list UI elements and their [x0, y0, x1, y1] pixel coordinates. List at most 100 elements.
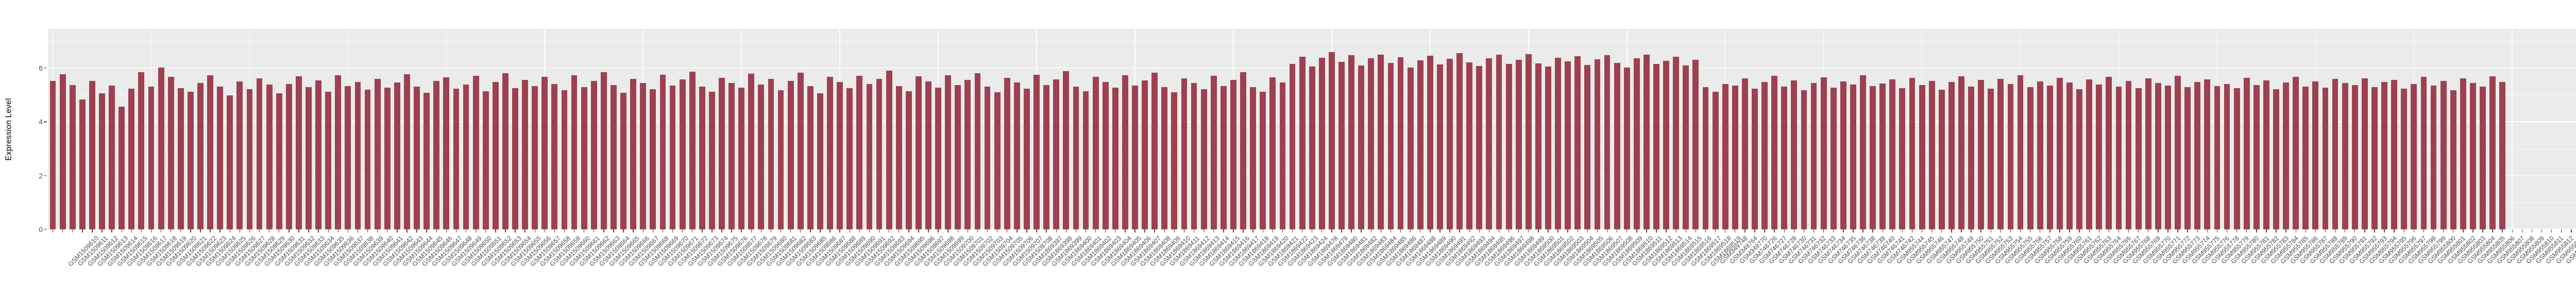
bar[interactable]: [158, 68, 164, 229]
bar[interactable]: [2450, 90, 2456, 229]
bar[interactable]: [1024, 88, 1030, 229]
bar[interactable]: [1269, 77, 1276, 229]
bar[interactable]: [187, 91, 194, 229]
bar[interactable]: [2293, 76, 2299, 229]
bar[interactable]: [1565, 61, 1571, 229]
bar[interactable]: [1555, 57, 1561, 229]
bar[interactable]: [1260, 92, 1266, 229]
bar[interactable]: [600, 72, 607, 229]
bar[interactable]: [1486, 58, 1493, 229]
bar[interactable]: [699, 87, 705, 229]
bar[interactable]: [1909, 77, 1916, 229]
bar[interactable]: [1289, 63, 1296, 229]
bar[interactable]: [2430, 86, 2437, 229]
bar[interactable]: [1378, 54, 1384, 229]
bar[interactable]: [1240, 72, 1246, 229]
bar[interactable]: [2283, 82, 2290, 229]
bar[interactable]: [1594, 59, 1601, 229]
bar[interactable]: [1210, 75, 1217, 229]
bar[interactable]: [472, 76, 479, 229]
bar[interactable]: [69, 85, 76, 229]
bar[interactable]: [2007, 84, 2014, 229]
bar[interactable]: [2391, 80, 2398, 229]
bar[interactable]: [1623, 68, 1630, 229]
bar[interactable]: [1151, 72, 1158, 229]
bar[interactable]: [1820, 77, 1827, 229]
bar[interactable]: [1781, 86, 1788, 229]
bar[interactable]: [895, 86, 902, 229]
bar[interactable]: [738, 88, 745, 229]
bar[interactable]: [708, 91, 715, 229]
bar[interactable]: [1810, 83, 1817, 229]
bar[interactable]: [2086, 79, 2093, 229]
bar[interactable]: [1397, 57, 1404, 229]
bar[interactable]: [59, 74, 66, 229]
bar[interactable]: [2106, 77, 2112, 229]
bar[interactable]: [118, 107, 125, 229]
bar[interactable]: [2057, 78, 2063, 229]
bar[interactable]: [1063, 71, 1070, 229]
bar[interactable]: [1043, 85, 1050, 229]
bar[interactable]: [777, 90, 784, 229]
bar[interactable]: [2342, 82, 2348, 229]
bar[interactable]: [1850, 85, 1856, 229]
bar[interactable]: [856, 76, 863, 229]
bar[interactable]: [2046, 86, 2053, 229]
bar[interactable]: [217, 86, 224, 229]
bar[interactable]: [1505, 63, 1512, 229]
bar[interactable]: [2184, 87, 2191, 229]
bar[interactable]: [414, 86, 420, 229]
bar[interactable]: [364, 90, 371, 229]
bar[interactable]: [1299, 56, 1306, 229]
bar[interactable]: [492, 82, 499, 229]
bar[interactable]: [1358, 65, 1365, 229]
bar[interactable]: [266, 85, 273, 229]
bar[interactable]: [1033, 74, 1040, 229]
bar[interactable]: [1318, 57, 1325, 229]
bar[interactable]: [512, 88, 518, 229]
bar[interactable]: [2096, 85, 2103, 229]
bar[interactable]: [1958, 76, 1964, 229]
bar[interactable]: [1338, 62, 1345, 229]
bar[interactable]: [866, 84, 873, 229]
bar[interactable]: [2017, 75, 2024, 229]
bar[interactable]: [1427, 56, 1433, 229]
bar[interactable]: [49, 80, 56, 229]
bar[interactable]: [1702, 87, 1709, 229]
bar[interactable]: [2351, 85, 2358, 229]
bar[interactable]: [1752, 89, 1758, 229]
bar[interactable]: [1801, 90, 1807, 229]
bar[interactable]: [384, 87, 391, 229]
bar[interactable]: [1013, 82, 1020, 229]
bar[interactable]: [551, 84, 558, 229]
bar[interactable]: [276, 93, 282, 229]
bar[interactable]: [177, 88, 184, 229]
bar[interactable]: [1643, 54, 1650, 229]
bar[interactable]: [1092, 76, 1099, 229]
bar[interactable]: [2233, 88, 2240, 229]
bar[interactable]: [2312, 81, 2319, 229]
bar[interactable]: [138, 72, 145, 229]
bar[interactable]: [1102, 81, 1109, 229]
bar[interactable]: [640, 83, 647, 229]
bar[interactable]: [2381, 82, 2387, 229]
bar[interactable]: [2204, 79, 2211, 229]
bar[interactable]: [2401, 88, 2408, 229]
bar[interactable]: [1476, 65, 1483, 229]
bar[interactable]: [1830, 88, 1837, 229]
bar[interactable]: [787, 81, 794, 229]
bar[interactable]: [541, 77, 548, 229]
bar[interactable]: [1387, 63, 1394, 229]
bar[interactable]: [1191, 83, 1197, 229]
bar[interactable]: [1515, 60, 1522, 229]
bar[interactable]: [807, 86, 814, 229]
bar[interactable]: [974, 73, 981, 229]
bar[interactable]: [2175, 76, 2181, 229]
bar[interactable]: [325, 92, 332, 229]
bar[interactable]: [2145, 78, 2151, 229]
bar[interactable]: [2361, 78, 2368, 229]
bar[interactable]: [1161, 87, 1168, 229]
bar[interactable]: [1653, 64, 1659, 229]
bar[interactable]: [1200, 89, 1207, 229]
bar[interactable]: [630, 78, 637, 229]
